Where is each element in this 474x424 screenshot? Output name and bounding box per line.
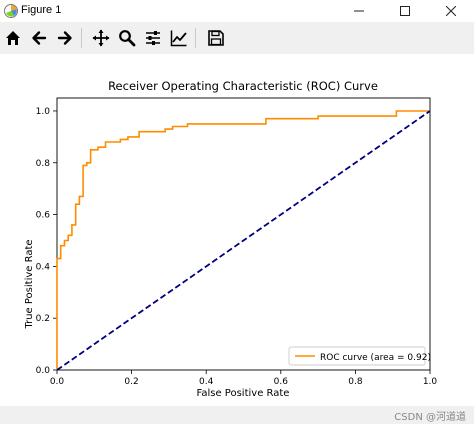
y-axis-label: True Positive Rate xyxy=(24,239,35,329)
figure-canvas[interactable]: Receiver Operating Characteristic (ROC) … xyxy=(0,54,474,406)
minimize-button[interactable] xyxy=(336,0,382,22)
edit-axis-icon xyxy=(170,30,187,47)
y-tick-label: 0.8 xyxy=(36,159,51,169)
save-button[interactable] xyxy=(204,26,228,50)
pan-button[interactable] xyxy=(89,26,113,50)
pan-icon xyxy=(92,29,110,47)
legend-box xyxy=(288,346,426,366)
back-arrow-icon xyxy=(32,31,47,45)
x-tick-label: 0.0 xyxy=(50,377,65,387)
window-title: Figure 1 xyxy=(21,4,62,16)
close-icon xyxy=(446,6,456,16)
legend: ROC curve (area = 0.92) xyxy=(288,346,431,366)
maximize-icon xyxy=(400,6,410,16)
close-button[interactable] xyxy=(428,0,474,22)
x-axis-label: False Positive Rate xyxy=(197,388,290,399)
watermark-text: CSDN @河道道 xyxy=(394,412,466,423)
y-tick-label: 0.6 xyxy=(36,211,51,221)
x-tick-label: 0.4 xyxy=(199,377,214,387)
zoom-icon xyxy=(119,30,136,47)
y-tick-label: 0.4 xyxy=(36,262,51,272)
configure-subplots-button[interactable] xyxy=(141,26,165,50)
x-tick-label: 0.2 xyxy=(124,377,138,387)
roc-chart: Receiver Operating Characteristic (ROC) … xyxy=(24,79,438,399)
minimize-icon xyxy=(354,10,364,12)
x-tick-label: 1.0 xyxy=(423,377,438,387)
chart-title: Receiver Operating Characteristic (ROC) … xyxy=(108,79,378,93)
y-tick-label: 0.2 xyxy=(36,314,50,324)
x-tick-label: 0.6 xyxy=(274,377,289,387)
edit-axis-button[interactable] xyxy=(167,26,191,50)
configure-subplots-icon xyxy=(146,31,160,45)
maximize-button[interactable] xyxy=(382,0,428,22)
toolbar-separator xyxy=(195,28,196,48)
toolbar-separator xyxy=(81,28,82,48)
back-button[interactable] xyxy=(27,26,51,50)
zoom-button[interactable] xyxy=(115,26,139,50)
window-titlebar: Figure 1 xyxy=(0,0,474,22)
random-baseline-line xyxy=(56,110,431,371)
home-icon xyxy=(6,31,20,45)
legend-label-roc: ROC curve (area = 0.92) xyxy=(320,353,431,363)
y-tick-label: 0.0 xyxy=(36,366,51,376)
y-tick-label: 1.0 xyxy=(36,107,51,117)
x-tick-label: 0.8 xyxy=(348,377,363,387)
roc-curve-line xyxy=(56,110,430,370)
forward-button[interactable] xyxy=(53,26,77,50)
home-button[interactable] xyxy=(1,26,25,50)
status-bar: CSDN @河道道 xyxy=(0,406,474,424)
matplotlib-figure-icon xyxy=(4,4,18,18)
forward-arrow-icon xyxy=(57,31,72,45)
save-icon xyxy=(208,30,224,46)
plot-area xyxy=(56,97,431,371)
navigation-toolbar xyxy=(0,22,474,54)
